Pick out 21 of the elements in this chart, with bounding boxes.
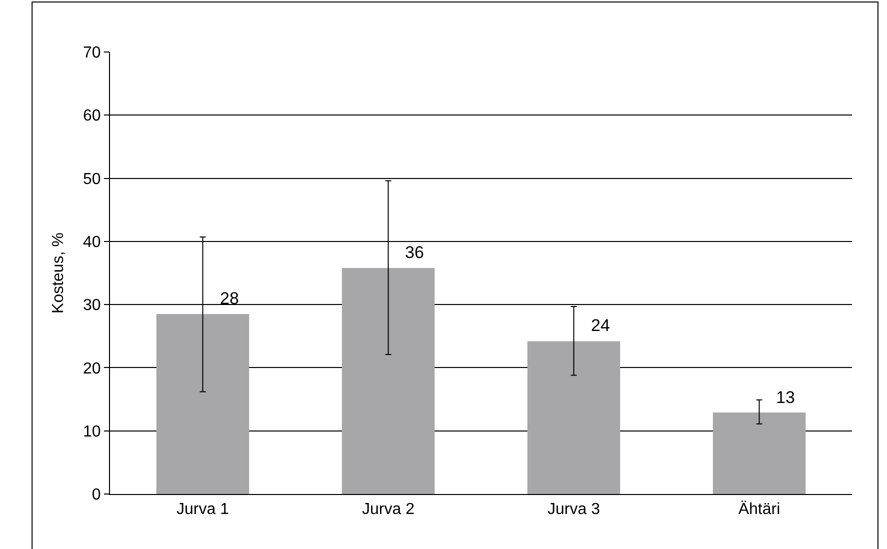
y-axis-title: Kosteus, % (50, 232, 67, 314)
y-tick-label: 70 (83, 44, 101, 62)
y-tick-label: 60 (83, 108, 101, 125)
bar (342, 268, 435, 494)
y-tick-label: 30 (83, 297, 101, 314)
x-tick-label: Ähtäri (738, 500, 780, 518)
y-tick-label: 50 (83, 170, 101, 188)
bar (527, 341, 620, 494)
bar (156, 314, 250, 494)
y-tick-label: 0 (92, 486, 101, 504)
data-label: 13 (776, 388, 795, 407)
bar (712, 412, 806, 494)
x-tick-label: Jurva 3 (548, 501, 600, 518)
data-label: 36 (405, 243, 424, 262)
y-tick-label: 20 (83, 360, 101, 378)
y-tick-label: 10 (83, 423, 101, 440)
data-label: 24 (591, 316, 610, 335)
y-tick-label: 40 (83, 234, 101, 252)
x-tick-label: Jurva 2 (362, 501, 415, 518)
x-tick-label: Jurva 1 (176, 501, 230, 518)
data-label: 28 (220, 289, 239, 308)
